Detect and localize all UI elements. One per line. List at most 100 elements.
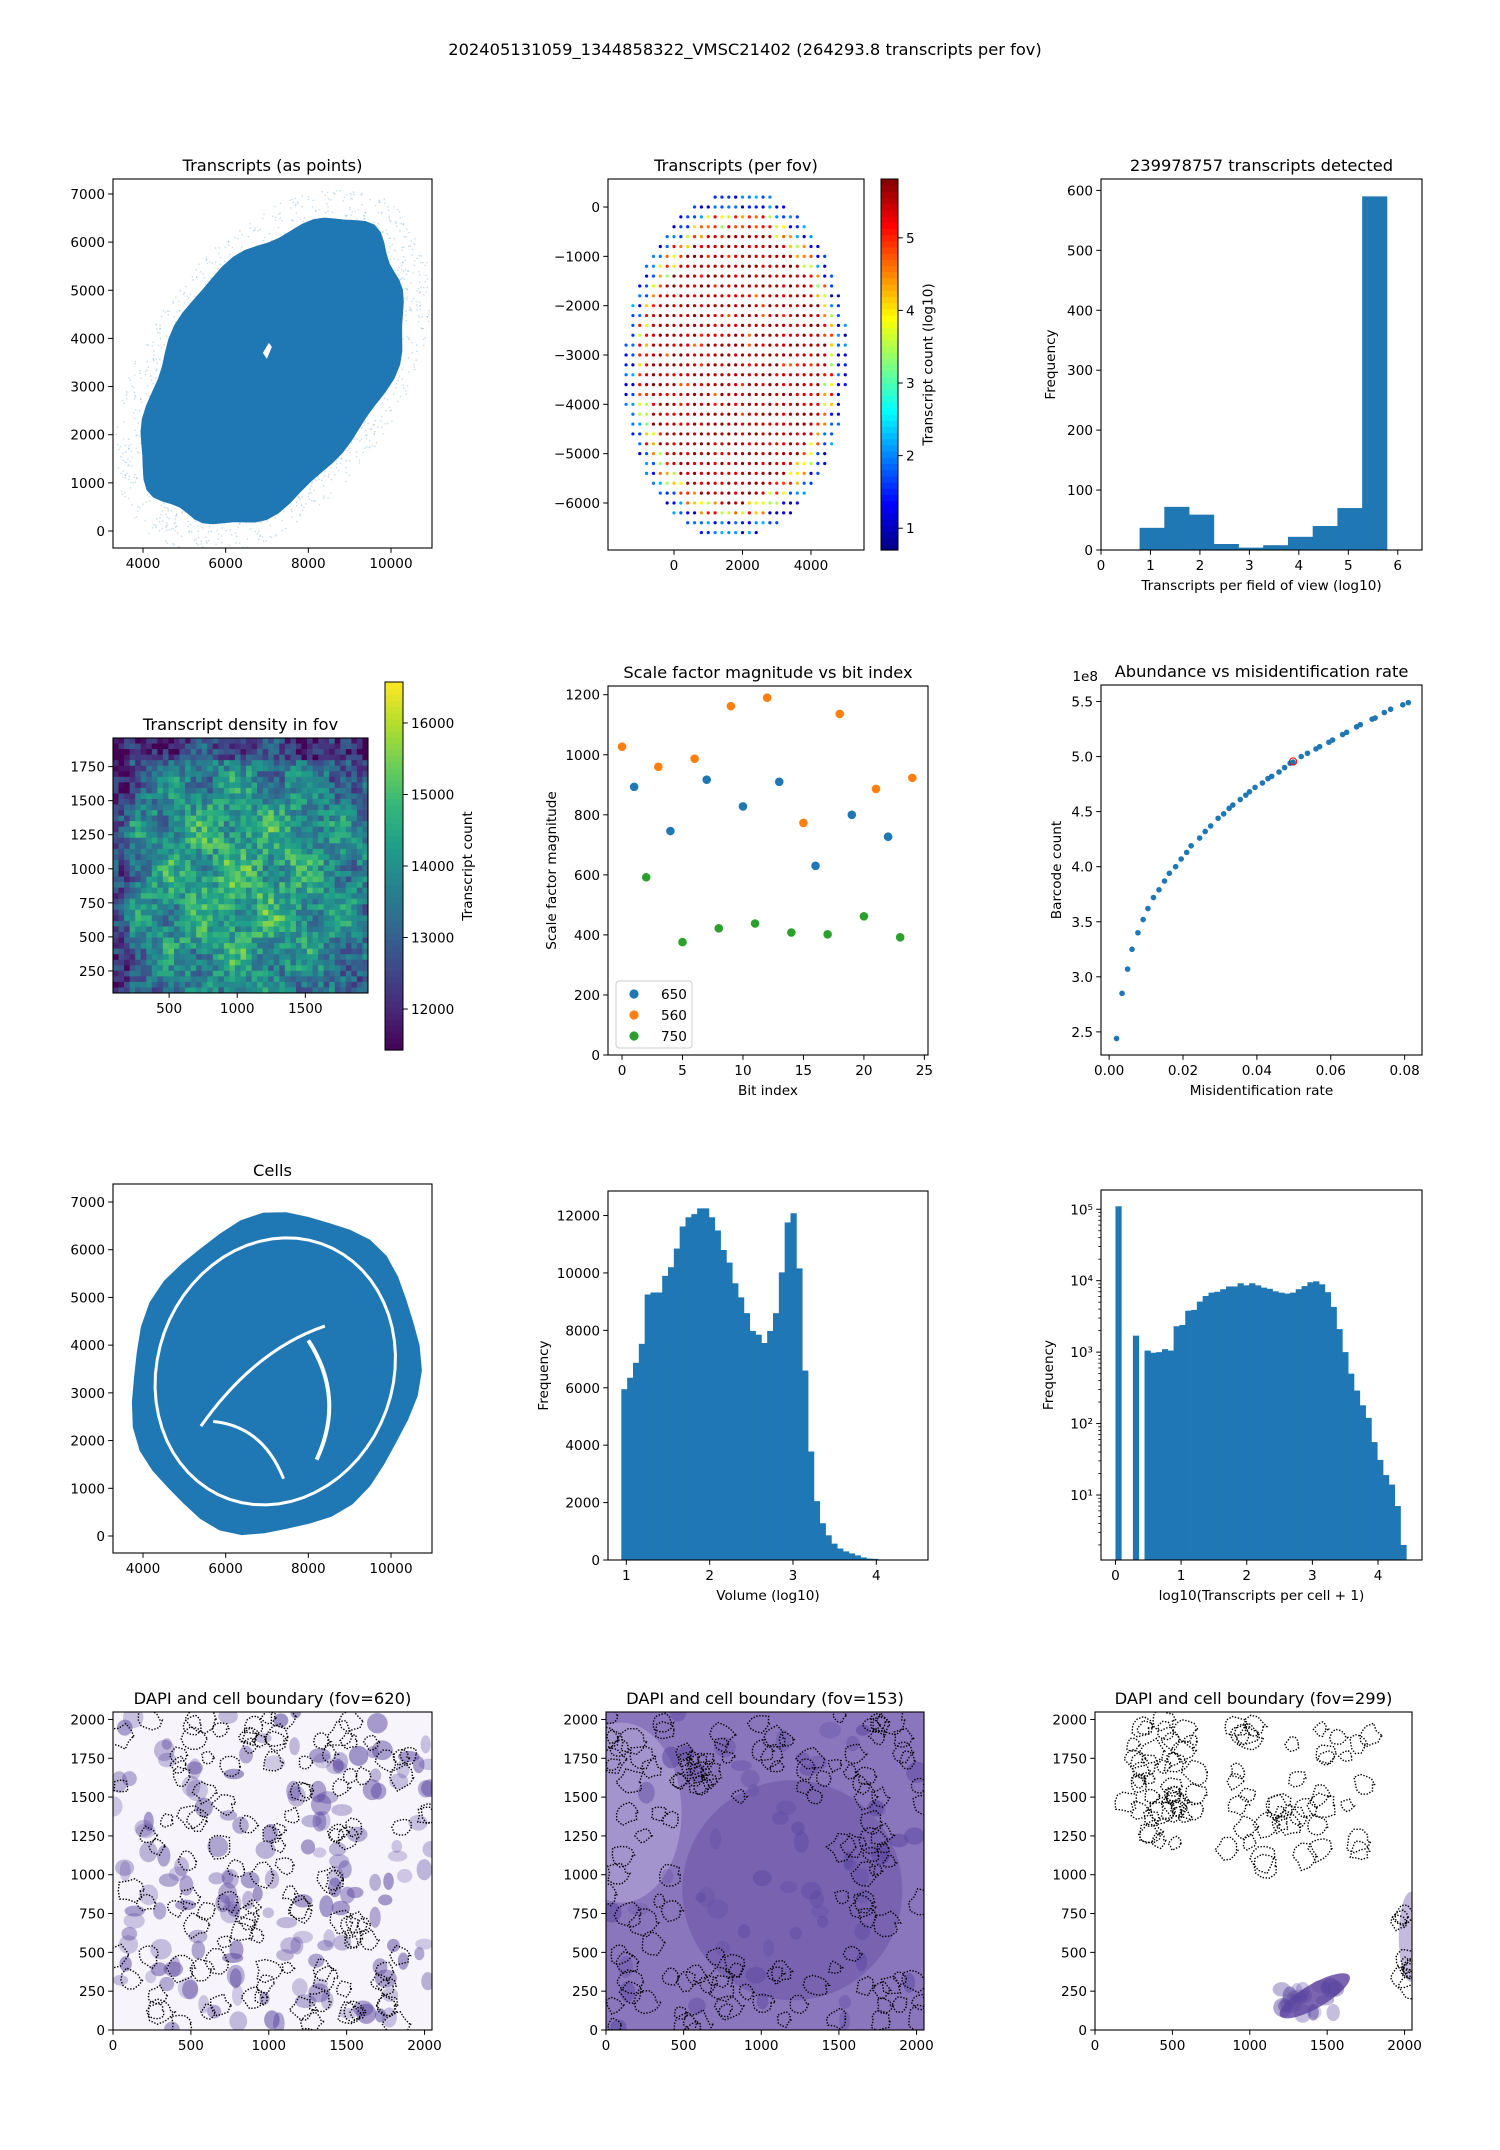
density-cell	[268, 859, 275, 866]
density-cell	[124, 738, 131, 744]
transcript-point	[277, 226, 280, 229]
density-cell	[140, 743, 147, 750]
density-cell	[345, 904, 352, 911]
density-cell	[356, 810, 363, 817]
density-cell	[234, 893, 241, 900]
fov-point	[788, 373, 793, 377]
density-cell	[345, 826, 352, 833]
density-cell	[135, 970, 142, 977]
fov-point	[775, 274, 779, 278]
density-cell	[307, 859, 313, 866]
density-cell	[179, 826, 186, 833]
density-cell	[251, 826, 258, 833]
density-cell	[351, 909, 358, 916]
colorbar-segment	[881, 512, 898, 520]
colorbar-segment	[385, 1043, 403, 1051]
transcript-point	[234, 236, 236, 239]
density-cell	[212, 837, 219, 844]
density-cell	[312, 782, 319, 789]
density-cell	[362, 743, 368, 750]
transcript-point	[285, 527, 287, 530]
density-cell	[212, 893, 219, 900]
fov-point	[734, 491, 738, 495]
transcript-point	[155, 376, 157, 379]
fov-point	[631, 313, 635, 318]
cell-boundary	[188, 1958, 216, 1982]
fov-point	[727, 343, 731, 347]
fov-point	[699, 323, 704, 328]
fov-point	[775, 244, 779, 249]
density-cell	[262, 793, 269, 800]
density-cell	[190, 965, 197, 972]
density-cell	[129, 771, 136, 778]
density-cell	[151, 904, 158, 911]
nucleus-stain	[627, 1902, 650, 1916]
transcript-point	[385, 409, 387, 412]
density-cell	[168, 948, 175, 955]
density-cell	[340, 771, 347, 778]
nucleus-stain	[904, 1827, 924, 1845]
density-cell	[246, 854, 252, 861]
fov-point	[788, 264, 793, 268]
fov-point	[802, 491, 806, 495]
density-cell	[185, 882, 192, 889]
density-cell	[284, 876, 291, 883]
density-cell	[334, 760, 341, 767]
density-cell	[312, 804, 319, 811]
fov-point	[624, 402, 628, 406]
cell-boundary	[208, 1834, 231, 1860]
fov-point	[768, 412, 772, 416]
cell-boundary	[852, 1773, 872, 1796]
density-cell	[301, 815, 308, 822]
fov-point	[754, 402, 758, 406]
density-cell	[329, 948, 336, 955]
y-tick-label: 0	[591, 200, 600, 216]
colorbar-segment	[385, 688, 403, 695]
density-cell	[223, 937, 230, 944]
transcript-point	[413, 363, 415, 366]
histogram-bar	[1150, 1352, 1157, 1560]
cell-boundary	[752, 1993, 777, 2014]
colorbar-segment	[385, 749, 403, 757]
density-cell	[295, 821, 302, 828]
panel-title: Cells	[253, 1161, 292, 1180]
density-cell	[329, 804, 336, 811]
density-cell	[168, 782, 175, 789]
fov-point	[692, 471, 697, 475]
transcript-point	[422, 338, 425, 341]
transcript-point	[290, 508, 293, 511]
transcript-point	[406, 288, 409, 291]
cell-boundary	[200, 1751, 217, 1765]
density-cell	[157, 848, 164, 855]
density-cell	[118, 848, 125, 855]
transcript-point	[225, 529, 227, 532]
density-cell	[168, 987, 175, 993]
transcript-point	[411, 352, 414, 354]
x-tick-label: 4	[872, 1568, 881, 1584]
transcript-point	[185, 549, 187, 551]
nucleus-stain	[292, 1930, 313, 1944]
density-cell	[151, 832, 158, 839]
density-cell	[262, 810, 269, 817]
density-cell	[345, 876, 352, 883]
colorbar-segment	[881, 179, 898, 186]
density-cell	[323, 859, 330, 866]
density-cell	[345, 893, 352, 900]
density-cell	[179, 854, 186, 861]
density-cell	[118, 765, 125, 772]
density-cell	[212, 887, 219, 894]
fov-point	[768, 215, 772, 219]
fov-point	[823, 402, 827, 406]
histogram-bar	[755, 1334, 762, 1560]
density-cell	[185, 965, 192, 972]
fov-point	[816, 274, 820, 278]
density-cell	[113, 754, 119, 761]
colorbar-segment	[881, 383, 898, 390]
density-cell	[312, 976, 319, 983]
nucleus-stain	[329, 1854, 350, 1869]
y-tick-label: 2000	[565, 1496, 600, 1512]
transcript-point	[314, 210, 317, 212]
nucleus-stain	[242, 1890, 255, 1910]
density-cell	[185, 826, 192, 833]
